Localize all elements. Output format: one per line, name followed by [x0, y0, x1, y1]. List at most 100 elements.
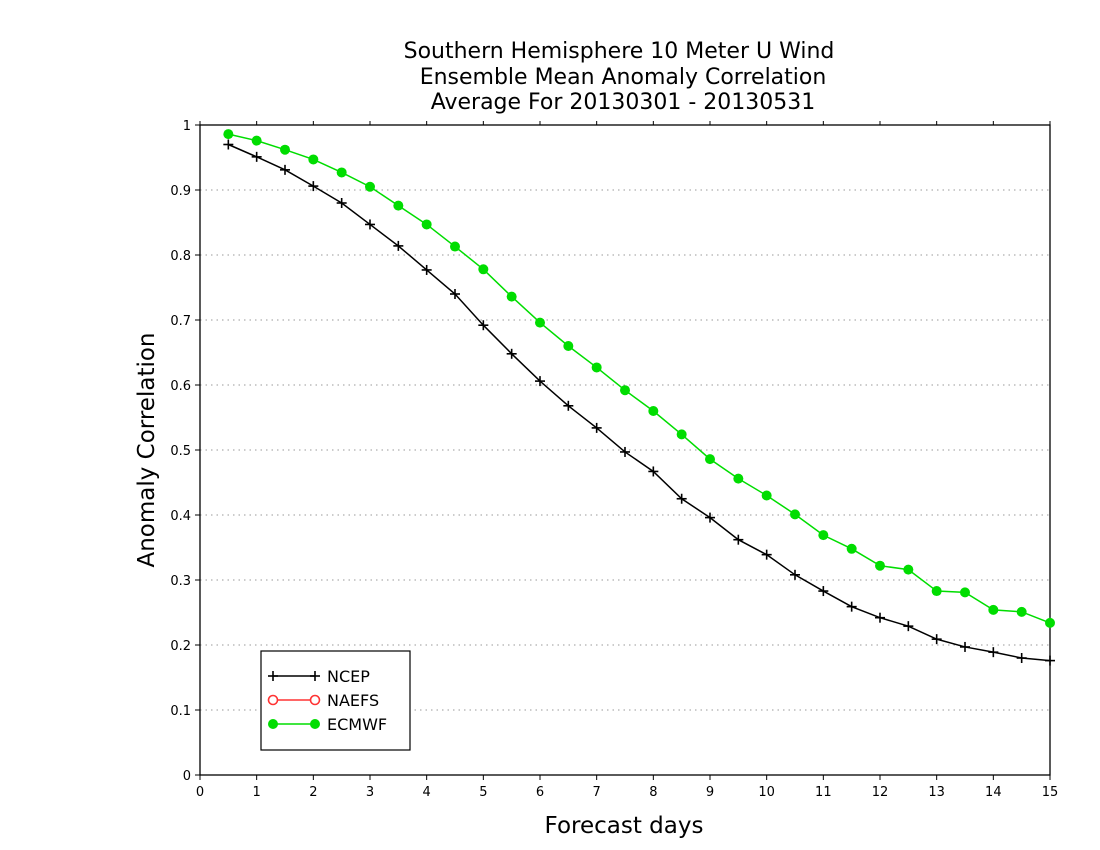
data-point-ecmwf [1016, 606, 1027, 617]
chart-title-line-2: Ensemble Mean Anomaly Correlation [420, 65, 827, 90]
legend-marker [267, 694, 279, 706]
data-point-ncep [620, 446, 630, 457]
chart-title-line-1: Southern Hemisphere 10 Meter U Wind [404, 39, 835, 64]
y-tick-label: 0.5 [170, 444, 191, 459]
data-point-ecmwf [591, 362, 602, 373]
y-tick-label: 0.3 [170, 574, 191, 589]
data-point-ecmwf [308, 154, 319, 165]
data-point-ecmwf [620, 385, 630, 396]
data-point-ncep [365, 219, 375, 230]
data-point-ecmwf [421, 219, 432, 230]
data-point-ecmwf [931, 586, 942, 597]
axis-ticks [195, 121, 1051, 780]
data-point-ncep [1016, 653, 1027, 663]
x-tick-label: 11 [815, 785, 832, 800]
x-tick-label: 15 [1042, 785, 1059, 800]
data-point-ncep [563, 400, 574, 411]
data-point-ncep [251, 151, 262, 162]
data-point-ecmwf [903, 564, 914, 575]
x-tick-label: 13 [928, 785, 945, 800]
data-point-ecmwf [251, 135, 262, 146]
tick-labels: 00.10.20.30.40.50.60.70.80.910 1 2 3 4 5 6 7 8 9 1… [170, 119, 1058, 800]
legend-marker [310, 671, 320, 681]
data-point-ecmwf [336, 167, 347, 178]
data-point-ncep [506, 348, 517, 359]
data-point-ecmwf [280, 144, 290, 155]
x-tick-label: 0 [196, 785, 204, 800]
legend-item-ecmwf: ECMWF [268, 715, 387, 734]
data-point-ncep [393, 240, 404, 251]
legend-item-ncep: NCEP [268, 667, 370, 686]
series-line-ncep [228, 143, 1051, 662]
chart-title: Southern Hemisphere 10 Meter U Wind Ense… [404, 39, 835, 115]
data-point-ncep [846, 601, 857, 612]
data-point-ncep [223, 139, 234, 150]
data-point-ncep [931, 634, 942, 645]
x-tick-label: 12 [872, 785, 889, 800]
series-ncep [223, 139, 1055, 666]
data-point-ncep [478, 320, 489, 331]
y-tick-label: 0.2 [170, 639, 191, 654]
data-point-ncep [903, 621, 914, 632]
x-tick-label: 2 [309, 785, 317, 800]
x-axis-label: Forecast days [545, 813, 704, 839]
series-layer [223, 129, 1055, 666]
legend-label-ncep: NCEP [327, 667, 370, 686]
data-point-ncep [336, 198, 347, 208]
x-tick-label: 3 [366, 785, 374, 800]
data-point-ecmwf [365, 181, 375, 192]
data-point-ecmwf [761, 490, 772, 501]
data-point-ncep [875, 612, 885, 623]
x-tick-label: 8 [649, 785, 657, 800]
data-point-ncep [790, 569, 800, 580]
data-point-ncep [960, 641, 970, 652]
y-tick-label: 0.6 [170, 379, 191, 394]
y-tick-label: 0.4 [170, 509, 191, 524]
x-tick-label: 4 [423, 785, 431, 800]
data-point-ecmwf [846, 543, 857, 554]
legend-marker [309, 694, 321, 706]
data-point-ncep [648, 466, 659, 477]
x-tick-label: 6 [536, 785, 544, 800]
x-tick-label: 7 [593, 785, 601, 800]
y-tick-label: 0.8 [170, 249, 191, 264]
legend: NCEP NAEFS ECMWF [260, 650, 411, 751]
legend-marker [310, 719, 320, 729]
data-point-ncep [450, 289, 460, 299]
legend-marker [268, 671, 278, 681]
data-point-ncep [1045, 655, 1055, 666]
y-tick-label: 1 [183, 119, 191, 134]
data-point-ncep [988, 647, 999, 658]
data-point-ecmwf [1045, 617, 1055, 628]
series-line-ecmwf [228, 133, 1051, 624]
data-point-ecmwf [506, 291, 517, 302]
data-point-ecmwf [535, 317, 545, 328]
data-point-ecmwf [733, 473, 744, 484]
x-tick-label: 5 [479, 785, 487, 800]
data-point-ncep [676, 493, 687, 504]
data-point-ecmwf [648, 406, 659, 416]
data-point-ecmwf [563, 341, 574, 351]
legend-label-ecmwf: ECMWF [327, 715, 387, 734]
data-point-ncep [705, 512, 715, 523]
x-tick-label: 14 [985, 785, 1002, 800]
legend-item-naefs: NAEFS [267, 691, 379, 710]
data-point-ecmwf [223, 129, 234, 140]
data-point-ecmwf [393, 200, 404, 211]
y-axis-label: Anomaly Correlation [134, 332, 160, 567]
y-tick-label: 0.7 [170, 314, 191, 329]
legend-marker [268, 719, 278, 729]
data-point-ecmwf [705, 454, 715, 465]
data-point-ecmwf [450, 241, 460, 252]
data-point-ncep [421, 264, 432, 275]
data-point-ecmwf [790, 509, 800, 520]
data-point-ncep [280, 164, 290, 175]
data-point-ncep [308, 181, 319, 192]
data-point-ecmwf [818, 530, 829, 541]
data-point-ecmwf [960, 587, 970, 598]
data-point-ecmwf [988, 604, 999, 615]
data-point-ecmwf [875, 560, 885, 571]
x-tick-label: 9 [706, 785, 714, 800]
y-tick-label: 0.9 [170, 184, 191, 199]
